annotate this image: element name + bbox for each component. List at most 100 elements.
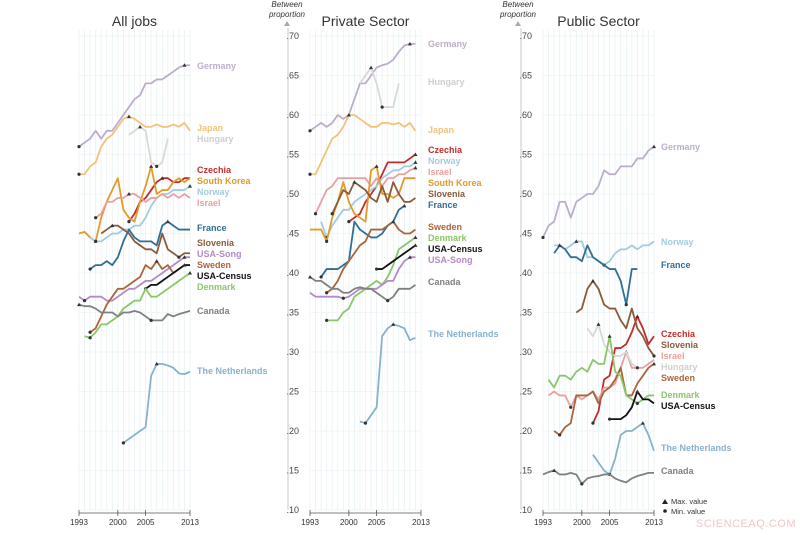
series-line — [310, 165, 416, 243]
min-marker — [652, 354, 656, 358]
panel-title: Private Sector — [322, 13, 410, 29]
min-marker — [149, 318, 153, 322]
x-tick-label: 2005 — [601, 518, 619, 527]
series-line — [78, 256, 190, 302]
max-marker — [346, 113, 351, 117]
min-marker — [386, 299, 390, 303]
series-hungary: Hungary — [359, 65, 465, 109]
series-label: The Netherlands — [197, 366, 268, 376]
min-marker — [330, 212, 334, 216]
series-slovenia: Slovenia — [100, 223, 235, 259]
min-marker — [121, 441, 125, 445]
y-tick-label: .65 — [519, 71, 532, 81]
y-tick-label: .50 — [519, 189, 532, 199]
min-marker — [94, 216, 98, 220]
max-marker — [182, 63, 187, 67]
min-marker — [341, 296, 345, 300]
min-marker — [308, 129, 312, 133]
series-line — [310, 114, 417, 176]
min-marker — [380, 105, 384, 109]
min-marker — [308, 172, 312, 176]
series-south-korea: South Korea — [310, 164, 482, 243]
max-marker — [149, 164, 154, 168]
y-tick-label: .30 — [286, 347, 299, 357]
min-marker — [635, 401, 639, 405]
max-marker — [652, 144, 656, 149]
series-label: USA-Census — [428, 244, 483, 254]
series-label: The Netherlands — [661, 443, 732, 453]
min-marker — [127, 220, 131, 224]
series-line — [359, 66, 400, 108]
series-sweden: Sweden — [553, 361, 695, 437]
max-marker — [182, 263, 187, 267]
series-label: Canada — [197, 306, 231, 316]
max-marker — [557, 243, 562, 247]
series-canada: Canada — [308, 274, 462, 303]
series-sweden: Sweden — [325, 219, 462, 295]
series-label: Israel — [197, 198, 221, 208]
max-marker — [635, 389, 640, 393]
x-tick-label: 1993 — [534, 518, 552, 527]
min-marker — [77, 145, 81, 149]
series-label: Sweden — [428, 222, 462, 232]
series-line — [376, 244, 416, 270]
y-tick-label: .25 — [519, 387, 532, 397]
min-marker-icon — [663, 509, 667, 513]
y-tick-label: .50 — [286, 189, 299, 199]
series-label: USA-Song — [197, 249, 242, 259]
series-label: Canada — [428, 277, 462, 287]
max-marker — [126, 114, 131, 119]
x-tick-label: 2000 — [109, 518, 127, 527]
series-label: Japan — [428, 125, 454, 135]
max-marker — [308, 274, 312, 279]
max-marker — [635, 314, 640, 318]
min-marker — [569, 405, 573, 409]
series-label: Slovenia — [661, 340, 699, 350]
y-axis-label-public: Between proportion — [499, 0, 537, 26]
y-tick-label: .35 — [286, 308, 299, 318]
max-marker — [574, 239, 579, 243]
legend: Max. value Min. value — [662, 497, 707, 516]
panel-title: All jobs — [112, 13, 157, 29]
series-line — [89, 185, 191, 243]
series-label: Hungary — [428, 77, 465, 87]
panel-title: Public Sector — [557, 13, 640, 29]
series-line — [309, 276, 416, 302]
max-marker — [407, 41, 412, 46]
max-marker — [391, 219, 396, 224]
x-tick-label: 2013 — [645, 518, 663, 527]
x-tick-label: 2013 — [412, 518, 430, 527]
min-marker — [94, 239, 98, 243]
x-tick-label: 2005 — [368, 518, 386, 527]
max-marker — [590, 278, 595, 283]
ylabel-line1: Between — [271, 0, 303, 9]
series-label: Denmark — [661, 390, 701, 400]
series-line — [609, 390, 655, 421]
max-marker — [160, 176, 165, 180]
max-marker — [154, 361, 159, 366]
max-marker — [407, 255, 412, 259]
series-hungary: Hungary — [128, 124, 234, 168]
min-marker — [375, 267, 379, 271]
series-line — [326, 236, 416, 322]
min-marker — [325, 291, 329, 295]
series-line — [592, 422, 655, 476]
series-canada: Canada — [77, 302, 231, 322]
series-label: France — [428, 200, 458, 210]
y-tick-label: .20 — [286, 426, 299, 436]
series-line — [128, 125, 169, 168]
series-label: Israel — [661, 351, 685, 361]
series-line — [359, 323, 416, 425]
max-marker — [126, 192, 131, 196]
series-line — [309, 43, 416, 132]
x-tick-label: 1993 — [301, 518, 319, 527]
series-czechia: Czechia — [591, 314, 696, 425]
legend-min: Min. value — [671, 507, 705, 516]
series-line — [89, 220, 190, 270]
min-marker — [82, 299, 87, 303]
y-tick-label: .10 — [286, 505, 299, 515]
series-line — [553, 363, 655, 436]
y-tick-label: .35 — [519, 308, 532, 318]
min-marker — [580, 482, 584, 486]
